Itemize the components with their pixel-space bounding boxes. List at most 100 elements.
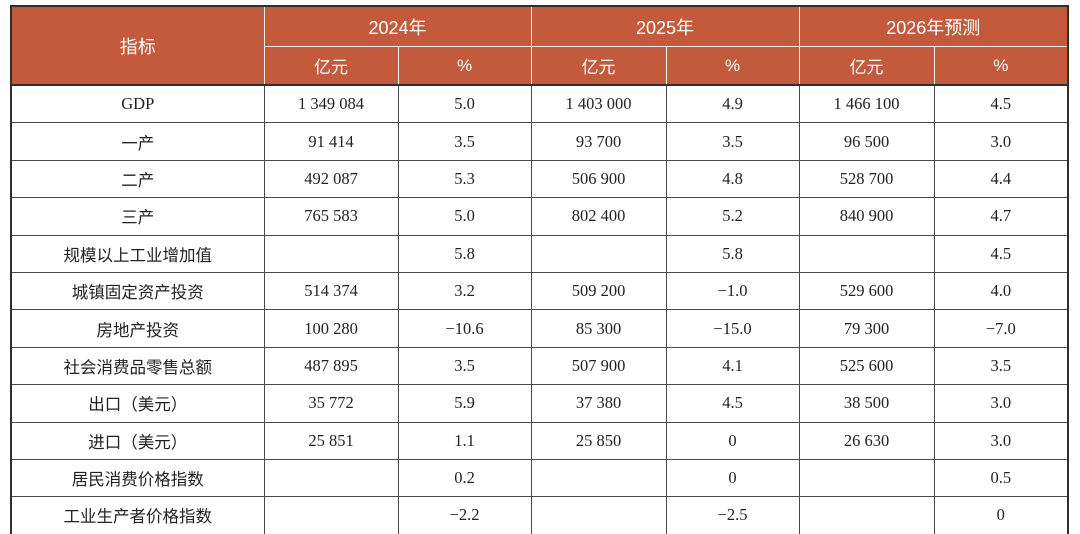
value-cell: 3.2 — [397, 271, 532, 311]
table-row: 三产 765 583 5.0 802 400 5.2 840 900 4.7 — [10, 197, 1069, 236]
value-cell: 525 600 — [798, 346, 935, 386]
value-cell: 1 403 000 — [530, 84, 667, 124]
value-cell: 3.0 — [933, 421, 1069, 460]
value-cell — [530, 496, 667, 534]
value-cell: 26 630 — [798, 421, 935, 460]
value-cell: 0.5 — [933, 458, 1069, 498]
indicator-cell: 房地产投资 — [10, 309, 265, 348]
indicator-cell: 居民消费价格指数 — [10, 458, 265, 498]
value-cell: 79 300 — [798, 309, 935, 348]
year-header-2026-forecast: 2026年预测 — [798, 5, 1069, 47]
value-cell — [263, 458, 399, 498]
value-cell: 91 414 — [263, 122, 399, 161]
table-row: 居民消费价格指数 0.2 0 0.5 — [10, 458, 1069, 498]
table-row: 进口（美元） 25 851 1.1 25 850 0 26 630 3.0 — [10, 421, 1069, 460]
indicator-cell: 城镇固定资产投资 — [10, 271, 265, 311]
percent-header-2026: % — [933, 46, 1069, 86]
value-cell: 5.0 — [397, 84, 532, 124]
value-cell: −10.6 — [397, 309, 532, 348]
value-cell: 4.5 — [665, 384, 800, 423]
value-cell: 25 851 — [263, 421, 399, 460]
table-row: 城镇固定资产投资 514 374 3.2 509 200 −1.0 529 60… — [10, 271, 1069, 311]
value-cell: 85 300 — [530, 309, 667, 348]
value-cell: 3.0 — [933, 384, 1069, 423]
table-row: 规模以上工业增加值 5.8 5.8 4.5 — [10, 234, 1069, 273]
header-sub-row: 亿元 % 亿元 % 亿元 % — [11, 46, 1069, 86]
value-cell: 4.7 — [933, 197, 1069, 236]
value-cell: 3.5 — [665, 122, 800, 161]
year-header-2024: 2024年 — [263, 5, 532, 47]
table-body: GDP 1 349 084 5.0 1 403 000 4.9 1 466 10… — [10, 84, 1069, 534]
value-cell: 37 380 — [530, 384, 667, 423]
value-cell: 4.8 — [665, 159, 800, 199]
value-cell: 0 — [933, 496, 1069, 534]
value-cell: 4.0 — [933, 271, 1069, 311]
indicator-cell: 出口（美元） — [10, 384, 265, 423]
value-cell: 5.2 — [665, 197, 800, 236]
value-cell: 506 900 — [530, 159, 667, 199]
value-cell — [263, 496, 399, 534]
value-cell: −2.2 — [397, 496, 532, 534]
value-cell — [798, 496, 935, 534]
indicators-table: 指标 2024年 2025年 2026年预测 亿元 % 亿元 % 亿元 % GD… — [10, 5, 1070, 534]
indicator-cell: 规模以上工业增加值 — [10, 234, 265, 273]
indicator-cell: 二产 — [10, 159, 265, 199]
value-cell — [798, 458, 935, 498]
value-cell: 38 500 — [798, 384, 935, 423]
value-cell: 3.0 — [933, 122, 1069, 161]
header-group-row: 指标 2024年 2025年 2026年预测 — [10, 5, 1069, 86]
table-header: 指标 2024年 2025年 2026年预测 亿元 % 亿元 % 亿元 % — [10, 5, 1069, 86]
table-row: 房地产投资 100 280 −10.6 85 300 −15.0 79 300 … — [10, 309, 1069, 348]
value-cell — [530, 458, 667, 498]
value-cell: 3.5 — [397, 122, 532, 161]
unit-header-2026: 亿元 — [798, 46, 935, 86]
table-row: 二产 492 087 5.3 506 900 4.8 528 700 4.4 — [10, 159, 1069, 199]
value-cell: 840 900 — [798, 197, 935, 236]
indicator-cell: 工业生产者价格指数 — [10, 496, 265, 534]
table-row: 出口（美元） 35 772 5.9 37 380 4.5 38 500 3.0 — [10, 384, 1069, 423]
value-cell: 514 374 — [263, 271, 399, 311]
value-cell: −2.5 — [665, 496, 800, 534]
value-cell: 1.1 — [397, 421, 532, 460]
value-cell: 5.9 — [397, 384, 532, 423]
value-cell — [263, 234, 399, 273]
indicator-cell: 进口（美元） — [10, 421, 265, 460]
value-cell: −1.0 — [665, 271, 800, 311]
value-cell: 5.0 — [397, 197, 532, 236]
value-cell: 5.8 — [397, 234, 532, 273]
indicator-cell: 社会消费品零售总额 — [10, 346, 265, 386]
value-cell: 492 087 — [263, 159, 399, 199]
value-cell: −7.0 — [933, 309, 1069, 348]
value-cell: 3.5 — [397, 346, 532, 386]
value-cell: 765 583 — [263, 197, 399, 236]
value-cell: 1 466 100 — [798, 84, 935, 124]
indicator-cell: 三产 — [10, 197, 265, 236]
value-cell: 93 700 — [530, 122, 667, 161]
value-cell: 5.3 — [397, 159, 532, 199]
value-cell: 96 500 — [798, 122, 935, 161]
value-cell: 0.2 — [397, 458, 532, 498]
unit-header-2024: 亿元 — [263, 46, 399, 86]
value-cell: 35 772 — [263, 384, 399, 423]
table-row: GDP 1 349 084 5.0 1 403 000 4.9 1 466 10… — [10, 84, 1069, 124]
table-row: 社会消费品零售总额 487 895 3.5 507 900 4.1 525 60… — [10, 346, 1069, 386]
value-cell: 4.9 — [665, 84, 800, 124]
value-cell: 528 700 — [798, 159, 935, 199]
value-cell: 4.1 — [665, 346, 800, 386]
percent-header-2024: % — [397, 46, 532, 86]
value-cell: 5.8 — [665, 234, 800, 273]
value-cell: 100 280 — [263, 309, 399, 348]
value-cell — [798, 234, 935, 273]
value-cell — [530, 234, 667, 273]
indicator-cell: GDP — [10, 84, 265, 124]
table-row: 工业生产者价格指数 −2.2 −2.5 0 — [10, 496, 1069, 534]
value-cell: 0 — [665, 458, 800, 498]
value-cell: 0 — [665, 421, 800, 460]
value-cell: 25 850 — [530, 421, 667, 460]
value-cell: 802 400 — [530, 197, 667, 236]
year-header-2025: 2025年 — [530, 5, 800, 47]
value-cell: −15.0 — [665, 309, 800, 348]
percent-header-2025: % — [665, 46, 800, 86]
value-cell: 4.5 — [933, 234, 1069, 273]
